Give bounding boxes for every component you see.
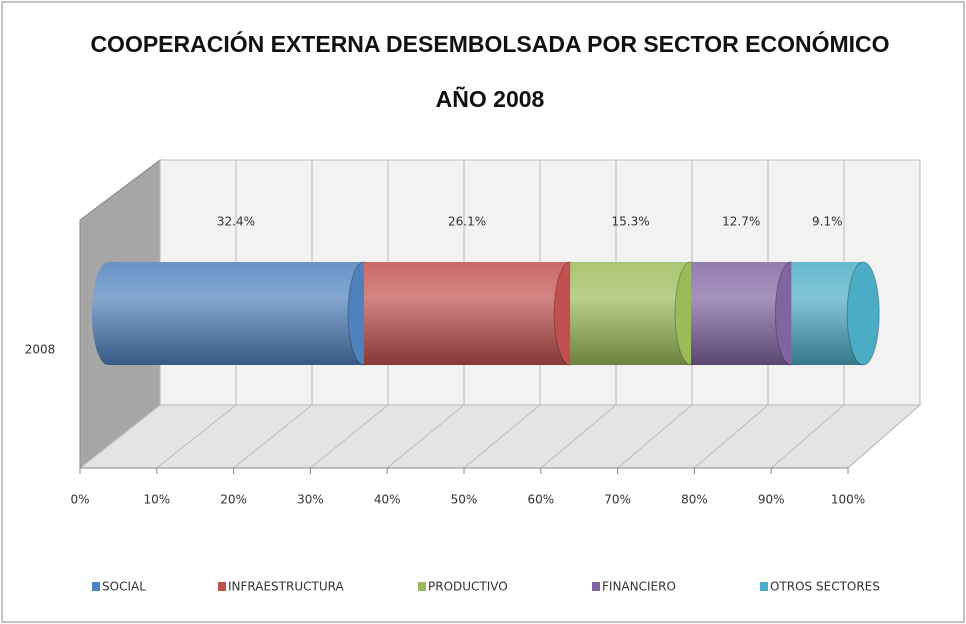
legend-label: INFRAESTRUCTURA [228,580,344,594]
legend-swatch [592,582,600,591]
data-label: 26.1% [448,215,486,229]
legend-swatch [218,582,226,591]
grid-line [79,404,161,469]
x-tick-label: 0% [70,493,89,507]
bar-segment [691,261,808,366]
bar-part [92,262,124,365]
floor [78,404,922,469]
data-label: 15.3% [612,215,650,229]
data-label: 32.4% [217,215,255,229]
grid-line [847,404,921,469]
grid-line [156,404,237,469]
chart-subtitle: AÑO 2008 [436,85,545,112]
grid-line [233,404,313,469]
y-tick-label: 2008 [25,343,56,357]
bar-segment [791,261,880,366]
x-tick-label: 40% [374,493,401,507]
x-tick-label: 60% [527,493,554,507]
legend-label: FINANCIERO [602,580,676,594]
x-tick-label: 100% [831,493,865,507]
grid-line [540,404,617,469]
bar-part [108,262,364,365]
legend-label: SOCIAL [102,580,146,594]
grid-line [617,404,693,469]
grid-line [386,404,465,469]
x-tick-label: 90% [758,493,785,507]
bar-segment [570,261,708,366]
bar-segment [92,261,381,366]
bar-segment [363,261,587,366]
data-label: 12.7% [722,215,760,229]
legend-swatch [760,582,768,591]
grid-line [694,404,769,469]
bar-part [570,262,692,365]
chart-title: COOPERACIÓN EXTERNA DESEMBOLSADA POR SEC… [90,30,889,57]
legend-swatch [92,582,100,591]
grid-line [463,404,541,469]
bar-part [691,262,792,365]
legend-swatch [418,582,426,591]
bar-part [846,261,880,366]
x-tick-label: 20% [220,493,247,507]
legend-label: OTROS SECTORES [770,580,880,594]
grid-line [310,404,389,469]
data-label: 9.1% [812,215,843,229]
x-tick-label: 30% [297,493,324,507]
grid-line [770,404,845,469]
legend-label: PRODUCTIVO [428,580,508,594]
x-tick-label: 80% [681,493,708,507]
x-tick-label: 70% [604,493,631,507]
x-tick-label: 10% [143,493,170,507]
bar-part [363,262,571,365]
x-tick-label: 50% [451,493,478,507]
